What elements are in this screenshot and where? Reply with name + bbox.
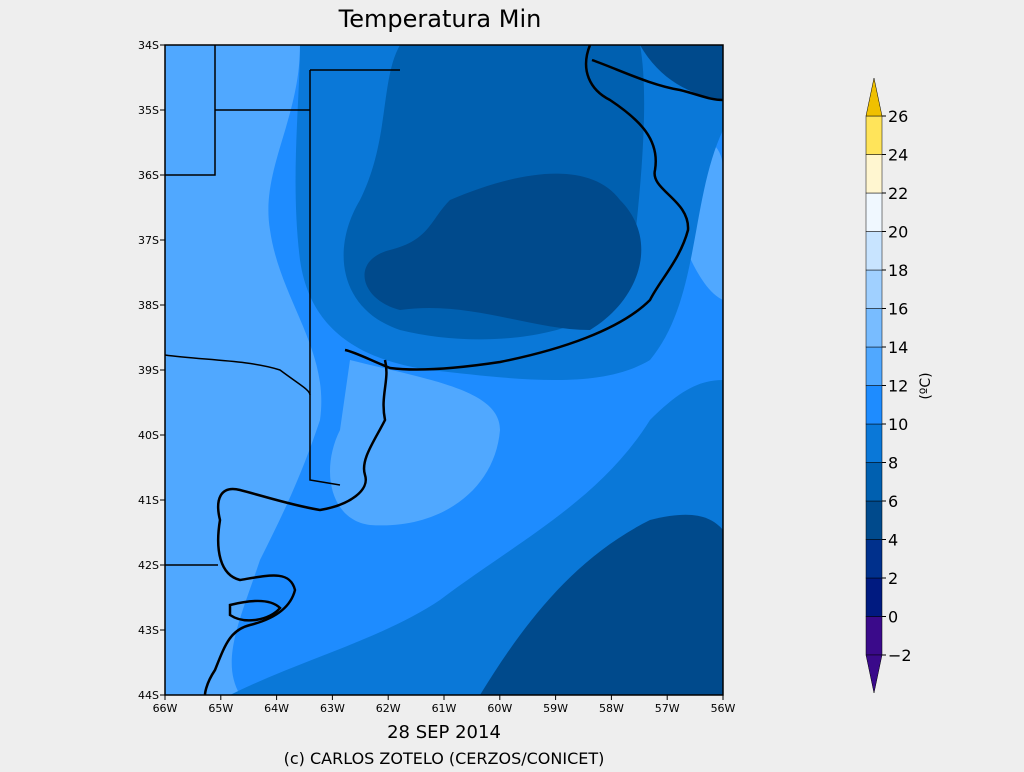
- lon-label: 59W: [543, 702, 568, 715]
- lat-label: 44S: [138, 689, 159, 702]
- colorbar-label: 0: [888, 608, 898, 627]
- colorbar-label: −2: [888, 646, 912, 665]
- colorbar-bin: [865, 269, 883, 309]
- lat-label: 43S: [138, 624, 159, 637]
- colorbar-label: 12: [888, 377, 908, 396]
- colorbar-bin: [865, 154, 883, 194]
- lat-label: 35S: [138, 104, 159, 117]
- lat-label: 40S: [138, 429, 159, 442]
- lat-label: 36S: [138, 169, 159, 182]
- colorbar-label: 16: [888, 300, 908, 319]
- credit: (c) CARLOS ZOTELO (CERZOS/CONICET): [284, 749, 605, 768]
- lon-label: 60W: [487, 702, 512, 715]
- lat-label: 39S: [138, 364, 159, 377]
- colorbar-bin: [865, 115, 883, 155]
- coastline: [203, 44, 724, 696]
- colorbar-bin: [865, 539, 883, 579]
- colorbar-label: 24: [888, 146, 908, 165]
- lat-label: 41S: [138, 494, 159, 507]
- colorbar-bin: [865, 231, 883, 271]
- lat-label: 42S: [138, 559, 159, 572]
- lon-label: 65W: [208, 702, 233, 715]
- colorbar-label: 22: [888, 184, 908, 203]
- colorbar-label: 14: [888, 338, 908, 357]
- lon-label: 62W: [376, 702, 401, 715]
- colorbar-bin: [865, 308, 883, 348]
- colorbar-label: 8: [888, 454, 898, 473]
- colorbar-label: 20: [888, 223, 908, 242]
- lat-label: 34S: [138, 39, 159, 52]
- colorbar-bin: [865, 577, 883, 617]
- colorbar-label: 18: [888, 261, 908, 280]
- colorbar-bin: [865, 500, 883, 540]
- colorbar-bin: [865, 462, 883, 502]
- map-title: Temperatura Min: [338, 5, 542, 33]
- lon-label: 57W: [655, 702, 680, 715]
- lon-label: 66W: [153, 702, 178, 715]
- contour-fill: [165, 45, 723, 695]
- colorbar-bin: [865, 616, 883, 656]
- date-label: 28 SEP 2014: [387, 722, 501, 743]
- colorbar-label: 10: [888, 415, 908, 434]
- colorbar-bin: [865, 192, 883, 232]
- colorbar-bin: [865, 385, 883, 425]
- lon-label: 61W: [432, 702, 457, 715]
- colorbar-label: 4: [888, 531, 898, 550]
- colorbar-label: 2: [888, 569, 898, 588]
- colorbar-unit: (ºC): [918, 372, 934, 399]
- colorbar-label: 6: [888, 492, 898, 511]
- lon-label: 64W: [264, 702, 289, 715]
- colorbar-label: 26: [888, 107, 908, 126]
- colorbar-under: [865, 654, 883, 694]
- lon-label: 63W: [320, 702, 345, 715]
- province-borders: [164, 45, 400, 566]
- colorbar-bin: [865, 423, 883, 463]
- lat-label: 38S: [138, 299, 159, 312]
- lon-label: 58W: [599, 702, 624, 715]
- colorbar-over: [865, 77, 883, 117]
- lon-label: 56W: [711, 702, 736, 715]
- colorbar-bin: [865, 346, 883, 386]
- lat-label: 37S: [138, 234, 159, 247]
